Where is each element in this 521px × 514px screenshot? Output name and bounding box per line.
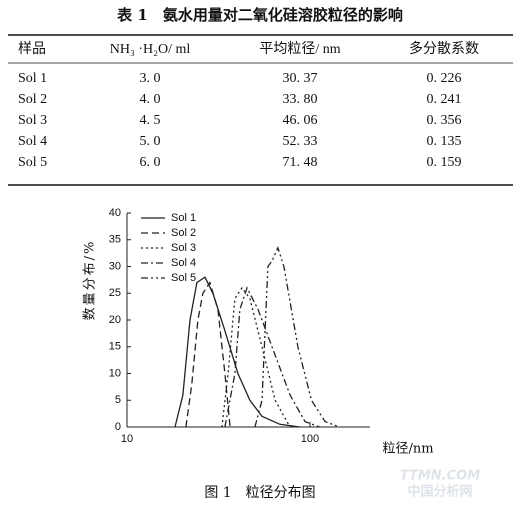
figure-caption: 图 1 粒径分布图 [204, 485, 315, 501]
table-title: 表 1 氨水用量对二氧化硅溶胶粒径的影响 [117, 6, 403, 24]
table-cell: 6. 0 [140, 155, 161, 170]
table-cell: Sol 2 [18, 92, 47, 107]
table-cell: 30. 37 [283, 71, 318, 86]
table-cell: 3. 0 [140, 71, 161, 86]
table-header: NH₃ ·H₂O/ ml [110, 42, 191, 57]
y-tick-label: 20 [109, 314, 121, 326]
watermark: 中国分析网 [407, 484, 472, 500]
x-tick-label: 10 [121, 433, 133, 445]
table-cell: 4. 5 [140, 113, 161, 128]
table-cell: 33. 80 [283, 92, 318, 107]
y-tick-label: 25 [109, 287, 121, 299]
y-tick-label: 5 [115, 394, 121, 406]
y-tick-label: 10 [109, 367, 121, 379]
table-cell: Sol 3 [18, 113, 47, 128]
table-cell: 0. 356 [427, 113, 462, 128]
x-axis-label: 粒径/nm [382, 442, 433, 457]
y-tick-label: 35 [109, 234, 121, 246]
table-header: 多分散系数 [409, 40, 479, 57]
table-cell: 0. 135 [427, 134, 462, 149]
table-cell: 0. 226 [427, 71, 462, 86]
series-line [174, 276, 301, 428]
table-cell: 4. 0 [140, 92, 161, 107]
series-line [221, 286, 291, 428]
table-cell: 46. 06 [283, 113, 318, 128]
table-cell: 5. 0 [140, 134, 161, 149]
series-line [254, 245, 340, 428]
x-tick-label: 100 [301, 433, 319, 445]
legend-label: Sol 5 [171, 272, 196, 284]
y-tick-label: 15 [109, 341, 121, 353]
legend-label: Sol 4 [171, 257, 196, 269]
table-cell: 71. 48 [283, 155, 318, 170]
series-line [224, 286, 320, 428]
y-tick-label: 30 [109, 260, 121, 272]
watermark: TTMN.COM [400, 469, 480, 484]
table-header: 样品 [18, 41, 46, 57]
table-cell: Sol 1 [18, 71, 47, 86]
y-axis-label: 数量分布/% [83, 240, 98, 321]
legend-label: Sol 1 [171, 212, 196, 224]
legend-label: Sol 2 [171, 227, 196, 239]
legend-label: Sol 3 [171, 242, 196, 254]
y-tick-label: 0 [115, 421, 121, 433]
table-cell: Sol 5 [18, 155, 47, 170]
y-tick-label: 40 [109, 207, 121, 219]
table-cell: Sol 4 [18, 134, 47, 149]
table-cell: 0. 159 [427, 155, 462, 170]
table-cell: 0. 241 [427, 92, 462, 107]
table-cell: 52. 33 [283, 134, 318, 149]
table-header: 平均粒径/ nm [259, 41, 340, 57]
